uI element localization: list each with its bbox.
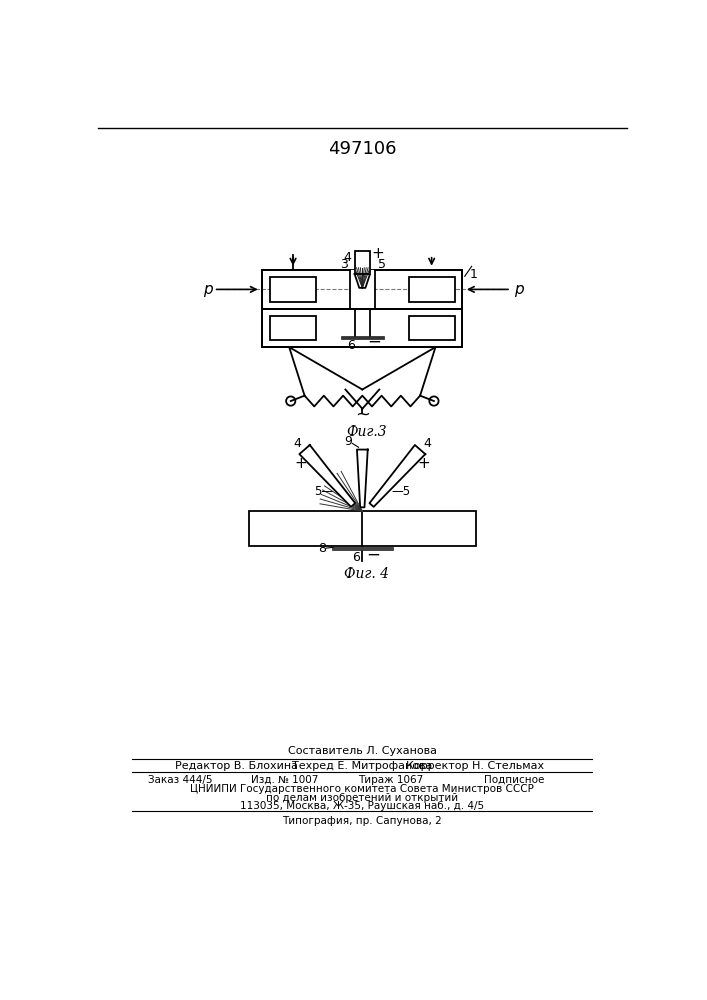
Text: Тираж 1067: Тираж 1067 bbox=[358, 775, 423, 785]
Text: 5—: 5— bbox=[314, 485, 333, 498]
Text: 497106: 497106 bbox=[328, 140, 397, 158]
Text: р: р bbox=[514, 282, 523, 297]
Text: 9: 9 bbox=[344, 435, 352, 448]
Text: ЦНИИПИ Государственного комитета Совета Министров СССР: ЦНИИПИ Государственного комитета Совета … bbox=[190, 784, 534, 794]
Text: 3: 3 bbox=[340, 258, 348, 271]
Bar bbox=[341, 336, 383, 339]
Bar bbox=[262, 309, 462, 347]
Text: Составитель Л. Суханова: Составитель Л. Суханова bbox=[288, 746, 437, 756]
Text: +: + bbox=[294, 456, 307, 471]
Text: 4: 4 bbox=[424, 437, 432, 450]
Text: Редактор В. Блохина: Редактор В. Блохина bbox=[175, 761, 298, 771]
Text: 1: 1 bbox=[470, 267, 478, 280]
Text: Изд. № 1007: Изд. № 1007 bbox=[251, 775, 319, 785]
Text: −: − bbox=[366, 545, 380, 563]
Polygon shape bbox=[299, 445, 355, 507]
Polygon shape bbox=[357, 450, 368, 507]
Text: —5: —5 bbox=[392, 485, 411, 498]
Text: по делам изобретений и открытий: по делам изобретений и открытий bbox=[267, 793, 458, 803]
Text: 5: 5 bbox=[378, 258, 386, 271]
Text: 6: 6 bbox=[347, 339, 355, 352]
Bar bbox=[409, 277, 455, 302]
Text: 4: 4 bbox=[293, 437, 300, 450]
Text: 4: 4 bbox=[344, 251, 351, 264]
Bar bbox=[270, 277, 316, 302]
Bar bbox=[270, 316, 316, 340]
Bar bbox=[262, 270, 462, 309]
Text: −: − bbox=[367, 333, 381, 351]
Text: Типография, пр. Сапунова, 2: Типография, пр. Сапунова, 2 bbox=[283, 816, 442, 826]
Text: ~: ~ bbox=[355, 406, 370, 424]
Text: Фиг. 4: Фиг. 4 bbox=[344, 567, 389, 581]
Polygon shape bbox=[355, 274, 370, 288]
Text: 6: 6 bbox=[352, 551, 360, 564]
Text: Корректор Н. Стельмах: Корректор Н. Стельмах bbox=[407, 761, 544, 771]
Text: Техред Е. Митрофанова: Техред Е. Митрофанова bbox=[292, 761, 433, 771]
Text: Фиг.3: Фиг.3 bbox=[346, 425, 387, 439]
Bar bbox=[249, 511, 476, 546]
Bar bbox=[355, 251, 370, 274]
Text: +: + bbox=[418, 456, 431, 471]
Text: +: + bbox=[371, 246, 384, 261]
Text: 8: 8 bbox=[318, 542, 327, 555]
Bar bbox=[409, 316, 455, 340]
Bar bbox=[355, 338, 370, 347]
Text: Заказ 444/5: Заказ 444/5 bbox=[148, 775, 212, 785]
Text: Подписное: Подписное bbox=[484, 775, 544, 785]
Text: 113035, Москва, Ж-35, Раушская наб., д. 4/5: 113035, Москва, Ж-35, Раушская наб., д. … bbox=[240, 801, 484, 811]
Text: р: р bbox=[204, 282, 213, 297]
Bar bbox=[350, 270, 375, 309]
Bar bbox=[332, 547, 393, 550]
Polygon shape bbox=[370, 445, 426, 507]
